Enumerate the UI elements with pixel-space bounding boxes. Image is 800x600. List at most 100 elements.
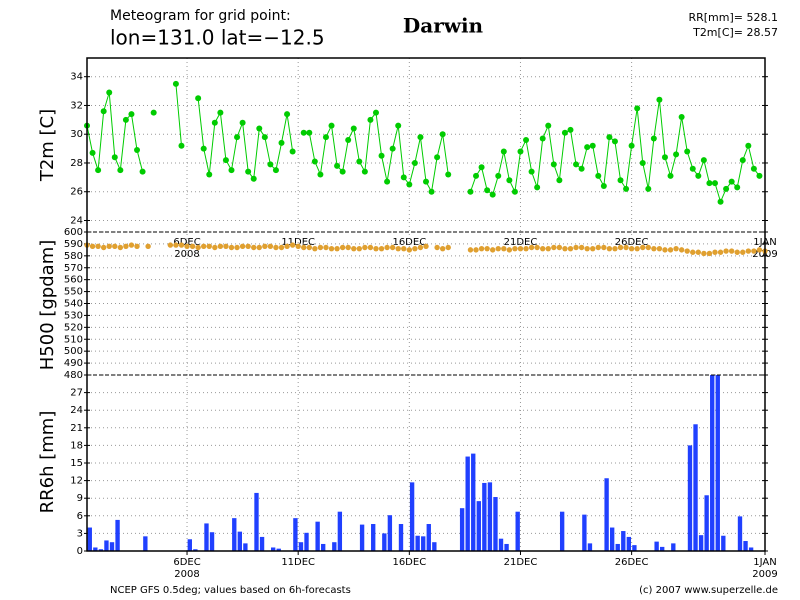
rain-bar [415,535,420,551]
temperature-point [284,111,291,118]
temperature-point [556,177,563,184]
rain-bar [693,424,698,551]
rain-bar [87,527,92,551]
height-point [367,244,374,251]
temperature-point [489,191,496,198]
y-tick-label: 3 [77,528,83,539]
height-point [717,249,724,255]
place-name: Darwin [403,14,484,38]
height-point [528,244,535,251]
temperature-point [684,148,691,155]
rain-bar [298,542,304,551]
height-point [106,243,112,249]
temperature-point [723,185,730,192]
height-point [134,243,140,249]
height-point [373,245,379,252]
height-point [617,244,624,251]
height-point [184,243,190,249]
rain-bar [432,542,437,551]
height-point [501,245,507,252]
y-tick-label: 27 [70,388,83,399]
rain-bar [698,535,704,551]
height-point [378,245,385,252]
rain-bar [143,536,148,551]
rain-bar [98,549,104,551]
height-point [695,249,702,255]
rain-bar [337,511,343,551]
height-point [112,243,118,249]
rain-bar [243,543,248,551]
height-point [395,245,401,252]
rain-bar [259,536,265,551]
height-point [173,242,179,248]
y-tick-label: 6 [77,511,83,522]
height-point [701,250,707,257]
height-point [223,243,229,249]
height-point [317,244,324,251]
height-point [306,244,312,251]
temperature-point [89,149,96,156]
rain-bar [115,519,120,551]
temperature-point [628,142,635,149]
rain-bar [409,482,415,551]
temperature-point [523,136,530,143]
temperature-point [650,135,657,142]
height-point [201,243,207,249]
temperature-point [400,174,407,181]
height-point [167,242,174,248]
height-point [678,247,685,253]
height-point [667,247,674,253]
temperature-point [234,134,241,141]
temperature-point [717,198,724,205]
temperature-point [139,168,146,175]
height-point [406,247,413,253]
rain-bar [615,543,620,551]
y-tick-label: 32 [70,100,83,111]
temperature-point [745,142,752,149]
x-tick-sublabel: 2008 [174,569,199,580]
temperature-point [178,142,185,149]
height-point [640,244,646,251]
height-point [123,243,129,249]
height-point [100,244,107,251]
rain-bar [465,456,470,551]
rain-bar [582,514,587,551]
temperature-point [206,171,213,178]
rain-bar [721,535,726,551]
height-point [439,245,446,252]
height-point [573,244,579,251]
height-point [206,243,212,249]
y-tick-label: 550 [64,287,83,298]
temperature-point [250,175,257,182]
temperature-point [200,145,207,152]
temperature-point [245,168,252,175]
temperature-point [434,154,441,161]
height-point [178,242,185,248]
height-point [645,244,651,251]
height-point [690,249,696,255]
height-point [267,243,274,249]
rain-bar [604,478,609,551]
rain-bar [498,538,504,551]
height-point [651,245,657,252]
height-point [751,248,757,254]
x-tick-label: 6DEC [173,557,200,568]
stat-t2m: T2m[C]= 28.57 [692,26,778,39]
height-point [423,243,429,249]
height-point [584,245,590,252]
y-tick-label: 560 [64,275,83,286]
temperature-point [606,134,613,141]
rain-bar [621,531,626,551]
rain-bar [654,541,659,551]
temperature-point [389,145,396,152]
temperature-point [300,129,307,136]
temperature-point [728,178,735,185]
temperature-point [600,182,607,189]
height-point [467,247,474,253]
rain-bar [276,548,281,551]
rain-bar [304,532,309,551]
height-point [412,245,418,252]
temperature-point [700,157,707,164]
stat-rr: RR[mm]= 528.1 [688,11,778,24]
rain-bar [315,521,320,551]
